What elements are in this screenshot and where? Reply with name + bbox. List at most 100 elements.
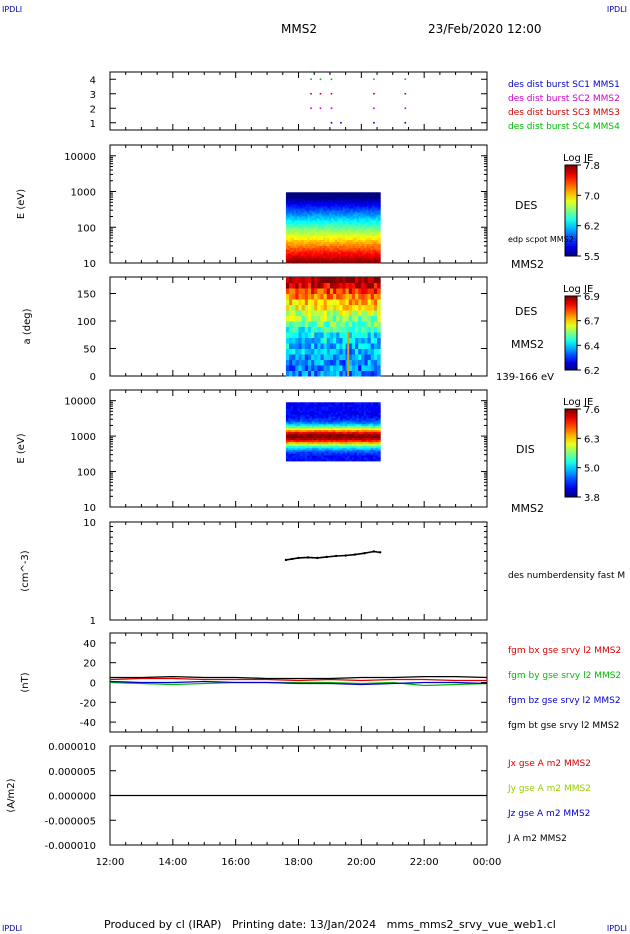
spectrogram-cell bbox=[285, 261, 289, 264]
dis-spectrogram-cell bbox=[333, 415, 336, 419]
dis-spectrogram-cell bbox=[358, 456, 362, 460]
pitch-angle-cell bbox=[292, 354, 296, 360]
dis-spectrogram-cell bbox=[309, 404, 313, 407]
spectrogram-cell bbox=[368, 247, 371, 250]
spectrogram-cell bbox=[354, 192, 358, 195]
pitch-angle-cell bbox=[351, 365, 356, 371]
pitch-angle-cell bbox=[304, 332, 309, 338]
spectrogram-cell bbox=[329, 209, 332, 213]
dis-spectrogram-cell bbox=[340, 435, 343, 438]
dis-spectrogram-cell bbox=[316, 433, 320, 436]
spectrogram-cell bbox=[342, 255, 346, 258]
spectrogram-cell bbox=[342, 241, 346, 244]
pitch-angle-cell bbox=[351, 277, 356, 283]
dis-spectrogram-cell bbox=[373, 421, 376, 425]
spectrogram-cell bbox=[323, 225, 326, 229]
spectrogram-cell bbox=[374, 261, 377, 264]
dis-spectrogram-cell bbox=[351, 402, 355, 405]
dis-spectrogram-cell bbox=[293, 431, 296, 435]
dis-spectrogram-cell bbox=[363, 439, 367, 442]
pitch-angle-cell bbox=[373, 321, 378, 327]
spectrogram-cell bbox=[342, 219, 346, 223]
spectrogram-cell bbox=[289, 206, 293, 209]
pitch-angle-cell bbox=[301, 299, 306, 305]
dis-spectrogram-cell bbox=[368, 406, 372, 409]
dis-spectrogram-cell bbox=[307, 421, 310, 425]
spectrogram-cell bbox=[329, 223, 332, 227]
spectrogram-cell bbox=[366, 217, 369, 221]
spectrogram-cell bbox=[293, 241, 297, 244]
spectrogram-cell bbox=[285, 194, 289, 197]
pitch-angle-cell bbox=[314, 370, 318, 377]
spectrogram-cell bbox=[376, 251, 379, 254]
spectrogram-cell bbox=[333, 239, 336, 242]
spectrogram-cell bbox=[315, 215, 318, 219]
dis-spectrogram-cell bbox=[354, 408, 358, 411]
pitch-angle-cell bbox=[345, 299, 350, 305]
pitch-angle-cell bbox=[361, 315, 365, 322]
dis-spectrogram-cell bbox=[335, 412, 339, 415]
pitch-angle-cell bbox=[323, 359, 328, 366]
spectrogram-cell bbox=[378, 231, 381, 235]
spectrogram-cell bbox=[374, 221, 377, 225]
dis-spectrogram-cell bbox=[302, 417, 306, 421]
dis-spectrogram-cell bbox=[377, 429, 381, 433]
dis-spectrogram-cell bbox=[300, 431, 303, 435]
dis-spectrogram-cell bbox=[377, 437, 381, 440]
spectrogram-cell bbox=[289, 225, 293, 229]
spectrogram-cell bbox=[370, 223, 373, 227]
dis-spectrogram-cell bbox=[290, 425, 294, 429]
dis-spectrogram-cell bbox=[342, 435, 346, 438]
spectrogram-cell bbox=[307, 192, 310, 195]
spectrogram-cell bbox=[370, 245, 373, 248]
spectrogram-cell bbox=[301, 223, 305, 227]
availability-mark bbox=[404, 121, 407, 124]
pitch-angle-cell bbox=[323, 370, 328, 377]
pitch-angle-cell bbox=[367, 337, 372, 344]
spectrogram-cell bbox=[376, 235, 379, 238]
spectrogram-cell bbox=[335, 243, 338, 246]
spectrogram-cell bbox=[315, 202, 318, 205]
spectrogram-cell bbox=[289, 239, 293, 242]
spectrogram-cell bbox=[323, 198, 326, 201]
dis-spectrogram-cell bbox=[304, 408, 308, 411]
dis-spectrogram-cell bbox=[318, 441, 322, 444]
spectrogram-cell bbox=[335, 249, 338, 252]
spectrogram-cell bbox=[333, 206, 336, 209]
dis-spectrogram-cell bbox=[316, 423, 320, 427]
dis-spectrogram-cell bbox=[295, 439, 299, 442]
dis-spectrogram-cell bbox=[333, 427, 336, 431]
spectrogram-cell bbox=[364, 208, 367, 211]
spectrogram-cell bbox=[323, 243, 326, 246]
spectrogram-cell bbox=[342, 204, 346, 207]
dis-spectrogram-cell bbox=[328, 415, 332, 419]
dis-spectrogram-cell bbox=[300, 415, 303, 419]
spectrogram-cell bbox=[325, 194, 328, 197]
spectrogram-cell bbox=[368, 233, 371, 237]
dis-spectrogram-cell bbox=[295, 453, 299, 456]
spectrogram-cell bbox=[352, 259, 356, 262]
pitch-angle-cell bbox=[370, 348, 375, 355]
spectrogram-cell bbox=[293, 261, 297, 264]
pitch-angle-cell bbox=[336, 304, 340, 311]
spectrogram-cell bbox=[350, 239, 354, 242]
spectrogram-cell bbox=[317, 227, 320, 231]
spectrogram-cell bbox=[319, 231, 322, 235]
spectrogram-cell bbox=[358, 261, 362, 264]
energy-range-label: 139-166 eV bbox=[496, 372, 554, 383]
dis-spectrogram-cell bbox=[311, 447, 315, 450]
pitch-angle-cell bbox=[345, 277, 350, 283]
spectrogram-cell bbox=[327, 239, 330, 242]
spectrogram-cell bbox=[287, 215, 291, 219]
dis-spectrogram-cell bbox=[295, 445, 299, 448]
dis-spectrogram-cell bbox=[340, 456, 343, 460]
colorbar-1 bbox=[564, 164, 578, 257]
spectrogram-cell bbox=[338, 229, 342, 233]
dis-spectrogram-cell bbox=[351, 441, 355, 444]
pitch-angle-cell bbox=[336, 359, 340, 366]
pitch-angle-cell bbox=[289, 310, 293, 316]
spectrogram-cell bbox=[323, 229, 326, 233]
dis-spectrogram-cell bbox=[285, 408, 289, 411]
spectrogram-cell bbox=[295, 223, 299, 227]
dis-spectrogram-cell bbox=[316, 404, 320, 407]
